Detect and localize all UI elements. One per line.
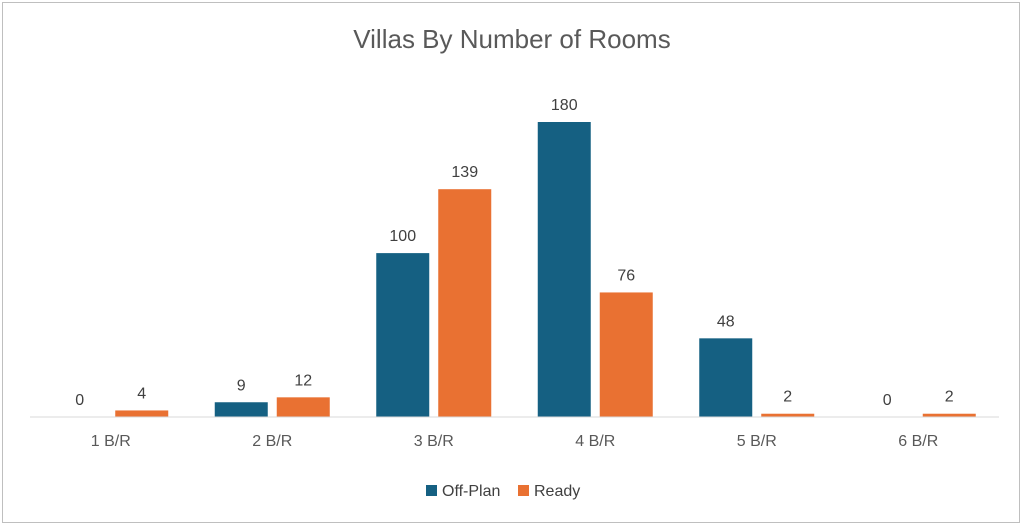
data-label-ready-2-b-r: 12 xyxy=(294,372,312,389)
legend-label-ready: Ready xyxy=(534,483,580,500)
data-label-off-plan-2-b-r: 9 xyxy=(237,377,246,394)
chart-title: Villas By Number of Rooms xyxy=(353,24,670,54)
x-tick-label: 6 B/R xyxy=(898,433,938,450)
legend-label-off-plan: Off-Plan xyxy=(442,483,500,500)
bar-off-plan-3-b-r xyxy=(376,253,430,417)
bar-ready-4-b-r xyxy=(599,292,653,417)
x-tick-label: 1 B/R xyxy=(91,433,131,450)
data-label-ready-6-b-r: 2 xyxy=(945,389,954,406)
data-label-ready-1-b-r: 4 xyxy=(137,385,146,402)
data-label-off-plan-6-b-r: 0 xyxy=(883,392,892,409)
data-label-ready-5-b-r: 2 xyxy=(783,389,792,406)
bar-ready-1-b-r xyxy=(115,410,169,417)
legend-swatch-ready xyxy=(518,485,529,496)
data-label-off-plan-4-b-r: 180 xyxy=(551,97,578,114)
bar-ready-5-b-r xyxy=(761,413,815,417)
bar-off-plan-4-b-r xyxy=(537,122,591,417)
bar-ready-2-b-r xyxy=(276,397,330,417)
x-tick-label: 4 B/R xyxy=(575,433,615,450)
data-label-ready-3-b-r: 139 xyxy=(451,164,478,181)
bar-off-plan-2-b-r xyxy=(214,402,268,417)
bar-ready-6-b-r xyxy=(922,413,976,417)
x-tick-label: 2 B/R xyxy=(252,433,292,450)
data-label-ready-4-b-r: 76 xyxy=(617,267,635,284)
x-tick-label: 3 B/R xyxy=(414,433,454,450)
legend: Off-Plan Ready xyxy=(426,483,580,500)
data-label-off-plan-5-b-r: 48 xyxy=(717,313,735,330)
legend-swatch-off-plan xyxy=(426,485,437,496)
data-label-off-plan-1-b-r: 0 xyxy=(75,392,84,409)
x-tick-label: 5 B/R xyxy=(737,433,777,450)
bar-ready-3-b-r xyxy=(438,189,492,417)
bar-off-plan-5-b-r xyxy=(699,338,753,417)
x-axis-ticks: 1 B/R 2 B/R 3 B/R 4 B/R 5 B/R 6 B/R xyxy=(91,433,939,450)
data-label-off-plan-3-b-r: 100 xyxy=(389,228,416,245)
